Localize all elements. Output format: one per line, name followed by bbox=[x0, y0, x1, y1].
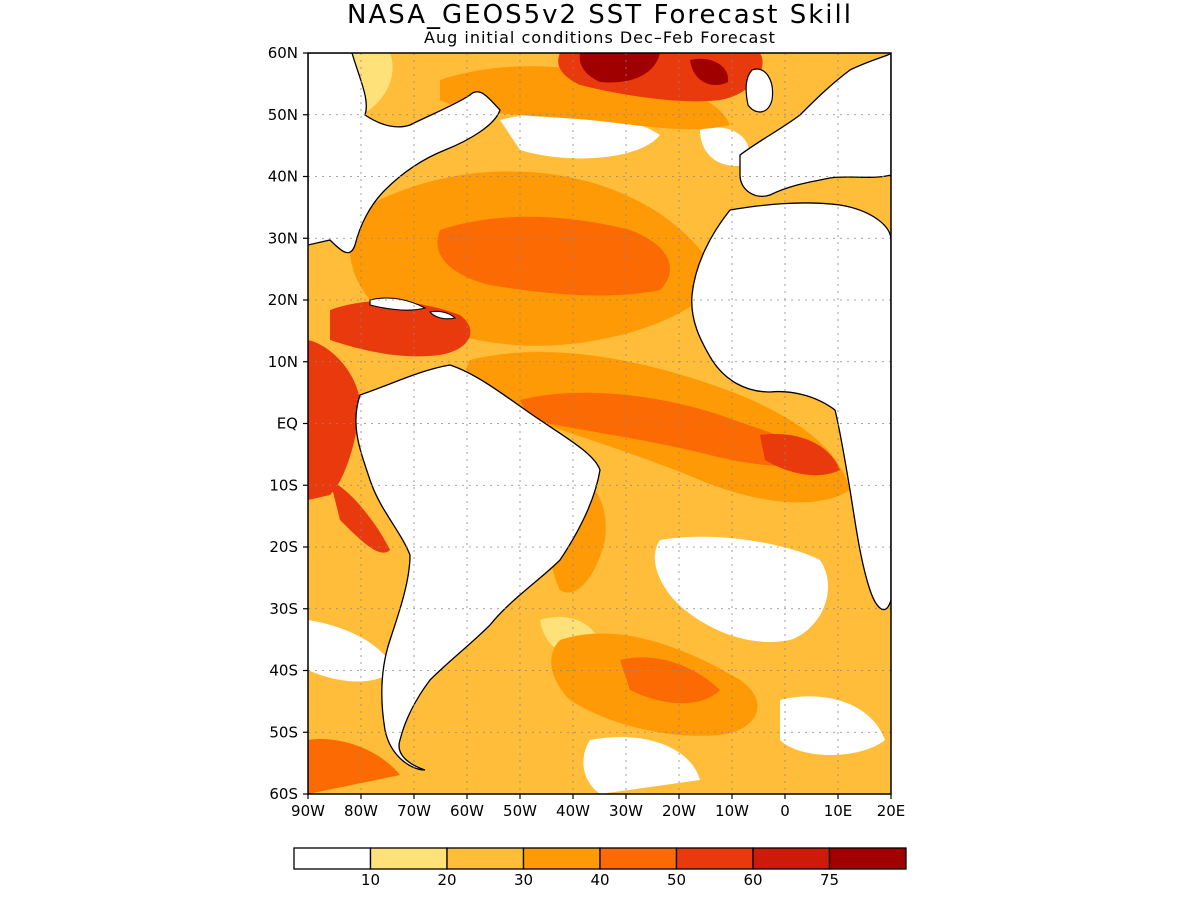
lon-tick-label: 70W bbox=[397, 802, 431, 820]
lon-tick-label: 50W bbox=[503, 802, 537, 820]
lat-tick-label: 10S bbox=[269, 476, 298, 494]
colorbar: 10 20 30 40 50 60 75 bbox=[293, 847, 907, 889]
high-skill-peru-coast bbox=[330, 480, 390, 553]
lon-tick-label: 0 bbox=[780, 802, 790, 820]
map-title: NASA_GEOS5v2 SST Forecast Skill bbox=[347, 0, 853, 30]
high-skill-south-band bbox=[620, 657, 720, 704]
lat-tick-label: 60N bbox=[268, 44, 298, 62]
high-skill-eastern-pacific bbox=[308, 340, 360, 500]
lon-tick-label: 40W bbox=[556, 802, 590, 820]
lon-tick-label: 80W bbox=[344, 802, 378, 820]
very-high-skill-north-atlantic-a bbox=[579, 53, 660, 83]
colorbar-bin bbox=[522, 847, 601, 870]
cuba-island bbox=[369, 297, 427, 311]
colorbar-label: 10 bbox=[361, 871, 380, 889]
lat-tick-label: 50N bbox=[268, 106, 298, 124]
lat-tick-label: EQ bbox=[277, 415, 298, 433]
latitude-labels: 60N 50N 40N 30N 20N 10N EQ 10S 20S 30S 40S 50S 60S bbox=[268, 44, 308, 803]
colorbar-label: 75 bbox=[820, 871, 839, 889]
high-skill-subtropical-core bbox=[437, 216, 670, 296]
lat-tick-label: 30N bbox=[268, 229, 298, 247]
high-skill-southwest-corner bbox=[308, 739, 400, 794]
lat-tick-label: 20S bbox=[269, 538, 298, 556]
land-masses bbox=[308, 53, 891, 771]
lat-tick-label: 20N bbox=[268, 291, 298, 309]
lat-tick-label: 40S bbox=[269, 662, 298, 680]
lat-tick-label: 60S bbox=[269, 785, 298, 803]
longitude-labels: 90W 80W 70W 60W 50W 40W 30W 20W 10W 0 10E 20E bbox=[291, 794, 905, 820]
colorbar-bin bbox=[599, 847, 678, 870]
colorbar-label: 20 bbox=[437, 871, 456, 889]
low-skill-patch-east-north-atlantic bbox=[700, 127, 749, 166]
colorbar-label: 30 bbox=[514, 871, 533, 889]
grid-lines bbox=[308, 53, 891, 794]
lat-tick-label: 40N bbox=[268, 168, 298, 186]
colorbar-label: 50 bbox=[667, 871, 686, 889]
lat-tick-label: 30S bbox=[269, 600, 298, 618]
britain-island bbox=[745, 68, 774, 113]
low-skill-patch-southwest bbox=[308, 620, 395, 682]
colorbar-bin bbox=[446, 847, 525, 870]
lon-tick-label: 20W bbox=[662, 802, 696, 820]
hispaniola-island bbox=[428, 310, 457, 320]
colorbar-bin bbox=[675, 847, 754, 870]
africa-landmass bbox=[691, 202, 891, 611]
colorbar-label: 40 bbox=[590, 871, 609, 889]
low-skill-patch-far-south bbox=[583, 736, 700, 794]
lon-tick-label: 10W bbox=[715, 802, 749, 820]
north-america-landmass bbox=[308, 53, 501, 254]
high-skill-equatorial bbox=[520, 392, 830, 467]
lon-tick-label: 10E bbox=[824, 802, 853, 820]
lat-tick-label: 50S bbox=[269, 723, 298, 741]
lon-tick-label: 30W bbox=[609, 802, 643, 820]
south-america-landmass bbox=[355, 364, 601, 771]
colorbar-label: 60 bbox=[743, 871, 762, 889]
map-subtitle: Aug initial conditions Dec–Feb Forecast bbox=[424, 28, 776, 47]
lon-tick-label: 60W bbox=[450, 802, 484, 820]
mid-skill-band-north bbox=[440, 66, 730, 130]
colorbar-bin bbox=[293, 847, 372, 870]
colorbar-bin bbox=[828, 847, 907, 870]
colorbar-bin bbox=[752, 847, 831, 870]
low-skill-patch-southeast bbox=[780, 696, 885, 755]
lat-tick-label: 10N bbox=[268, 353, 298, 371]
very-high-skill-north-atlantic-b bbox=[690, 58, 729, 86]
lon-tick-label: 20E bbox=[877, 802, 906, 820]
lon-tick-label: 90W bbox=[291, 802, 325, 820]
low-skill-patch-south-atlantic bbox=[654, 536, 829, 642]
high-skill-gulf-guinea bbox=[760, 434, 840, 476]
colorbar-bin bbox=[369, 847, 448, 870]
